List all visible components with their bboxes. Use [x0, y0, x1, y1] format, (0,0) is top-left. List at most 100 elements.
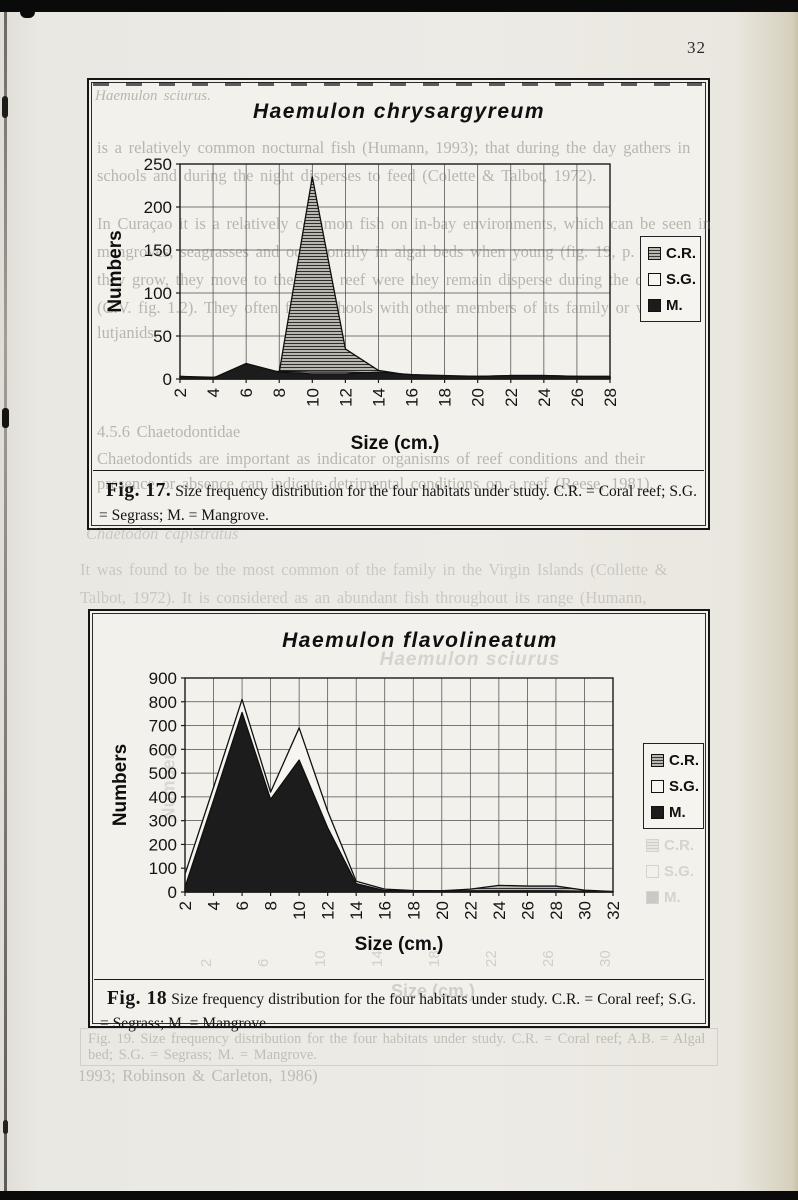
ghost-paragraph-line: lutjanids.: [97, 323, 158, 342]
svg-text:800: 800: [149, 693, 177, 712]
ghost-header-line: Haemulon sciurus.: [95, 88, 211, 104]
ghost-legend-swatch: [646, 839, 659, 852]
spine-ink-blob: [2, 408, 9, 428]
ghost-paragraph-line: presence or absence can indicate detrime…: [97, 474, 654, 493]
svg-text:8: 8: [262, 901, 281, 910]
svg-text:12: 12: [336, 388, 355, 407]
figure-18-label: Fig. 18: [107, 988, 168, 1009]
y-axis-title: Numbers: [105, 230, 126, 312]
svg-text:50: 50: [153, 327, 172, 346]
legend-label: C.R.: [669, 752, 699, 769]
svg-text:24: 24: [535, 388, 554, 407]
legend-swatch-white: [651, 780, 664, 793]
ghost-legend: C.R. S.G. M.: [646, 837, 694, 906]
ghost-paragraph-line: 4.5.6 Chaetodontidae: [97, 422, 241, 441]
legend-label: M.: [669, 804, 686, 821]
ghost-figure-19-caption-line2: bed; S.G. = Segrass; M. = Mangrove.: [88, 1047, 317, 1063]
svg-text:500: 500: [149, 764, 177, 783]
svg-text:4: 4: [204, 388, 223, 397]
spine-ink-blob: [2, 96, 8, 118]
svg-text:22: 22: [461, 901, 480, 920]
svg-text:22: 22: [502, 388, 521, 407]
y-axis-title: Numbers: [110, 744, 131, 826]
svg-text:16: 16: [403, 388, 422, 407]
legend-item: S.G.: [648, 271, 697, 288]
legend-label: M.: [666, 297, 683, 314]
ghost-legend-item: M.: [646, 889, 694, 906]
svg-text:12: 12: [319, 901, 338, 920]
svg-text:20: 20: [469, 388, 488, 407]
svg-text:0: 0: [168, 883, 177, 902]
x-axis-title: Size (cm.): [351, 433, 440, 454]
ghost-paragraph-line: (C.V. fig. 1.2). They often form schools…: [97, 298, 666, 317]
svg-text:26: 26: [568, 388, 587, 407]
svg-text:16: 16: [376, 901, 395, 920]
spine-ink-blob: [3, 1120, 8, 1134]
chart-title-18: Haemulon flavolineatum: [282, 629, 558, 652]
ghost-paragraph-line: schools and during the night disperses t…: [97, 166, 597, 185]
svg-text:10: 10: [303, 388, 322, 407]
legend-item: M.: [648, 297, 694, 314]
svg-text:18: 18: [436, 388, 455, 407]
ghost-legend-label: M.: [664, 889, 681, 906]
figure-18-caption: Fig. 18 Size frequency distribution for …: [100, 985, 696, 1035]
ghost-legend-item: C.R.: [646, 837, 694, 854]
svg-text:2: 2: [171, 388, 190, 397]
svg-text:150: 150: [144, 241, 172, 260]
legend-swatch-hatched-gray: [648, 247, 661, 260]
gridlines: [179, 163, 611, 380]
svg-text:200: 200: [144, 198, 172, 217]
chart-caption-separator: [93, 470, 704, 471]
svg-text:24: 24: [490, 901, 509, 920]
ghost-legend-swatch: [646, 865, 659, 878]
ghost-chart-title: Haemulon sciurus: [379, 649, 561, 670]
svg-text:32: 32: [604, 901, 623, 920]
legend-item: M.: [651, 804, 697, 821]
ghost-figure-19-caption-box: Fig. 19. Size frequency distribution for…: [80, 1028, 718, 1066]
chart-caption-separator: [94, 979, 704, 980]
svg-text:8: 8: [270, 388, 289, 397]
chart-title-17: Haemulon chrysargyreum: [252, 100, 546, 123]
svg-text:14: 14: [347, 901, 366, 920]
series-M.: [184, 711, 614, 893]
legend-label: S.G.: [666, 271, 697, 288]
ghost-paragraph-line: In Curaçao it is a relatively common fis…: [97, 214, 711, 233]
chart-legend-18: C.R. S.G. M.: [643, 743, 704, 829]
figure-17-label: Fig. 17.: [106, 480, 172, 501]
svg-text:10: 10: [290, 901, 309, 920]
legend-item: S.G.: [651, 778, 699, 795]
ghost-paragraph-line: Chaetodontids are important as indicator…: [97, 449, 645, 468]
ghost-paragraph-line: is a relatively common nocturnal fish (H…: [97, 138, 691, 157]
ghost-paragraph-line: It was found to be the most common of th…: [80, 560, 668, 579]
legend-swatch-black: [648, 299, 661, 312]
ghost-paragraph-line: mangroves, seagrasses and occasionally i…: [97, 242, 692, 261]
page-number: 32: [687, 38, 706, 57]
ghost-figure-19-caption-line1: Fig. 19. Size frequency distribution for…: [88, 1031, 706, 1047]
svg-text:0: 0: [163, 370, 172, 389]
ghost-legend-label: C.R.: [664, 837, 694, 854]
book-spine-edge: [4, 12, 7, 1191]
ghost-paragraph-line: Talbot, 1972). It is considered as an ab…: [80, 588, 647, 607]
figure-17-caption: Fig. 17. Size frequency distribution for…: [99, 477, 697, 527]
svg-text:100: 100: [149, 859, 177, 878]
legend-swatch-white: [648, 273, 661, 286]
legend-label: C.R.: [666, 245, 696, 262]
svg-text:20: 20: [433, 901, 452, 920]
legend-swatch-black: [651, 806, 664, 819]
svg-text:28: 28: [547, 901, 566, 920]
svg-text:18: 18: [404, 901, 423, 920]
series-M.: [179, 362, 611, 380]
svg-text:6: 6: [237, 388, 256, 397]
svg-text:400: 400: [149, 788, 177, 807]
ghost-legend-label: S.G.: [664, 863, 695, 880]
legend-item: C.R.: [648, 245, 696, 262]
figure-18-box: Haemulon sciurus Numbers C.R. S.G. M. 2 6 10…: [88, 609, 710, 1032]
ghost-x-axis-label: Size (cm.): [390, 981, 476, 1001]
svg-text:100: 100: [144, 284, 172, 303]
svg-text:14: 14: [369, 388, 388, 407]
